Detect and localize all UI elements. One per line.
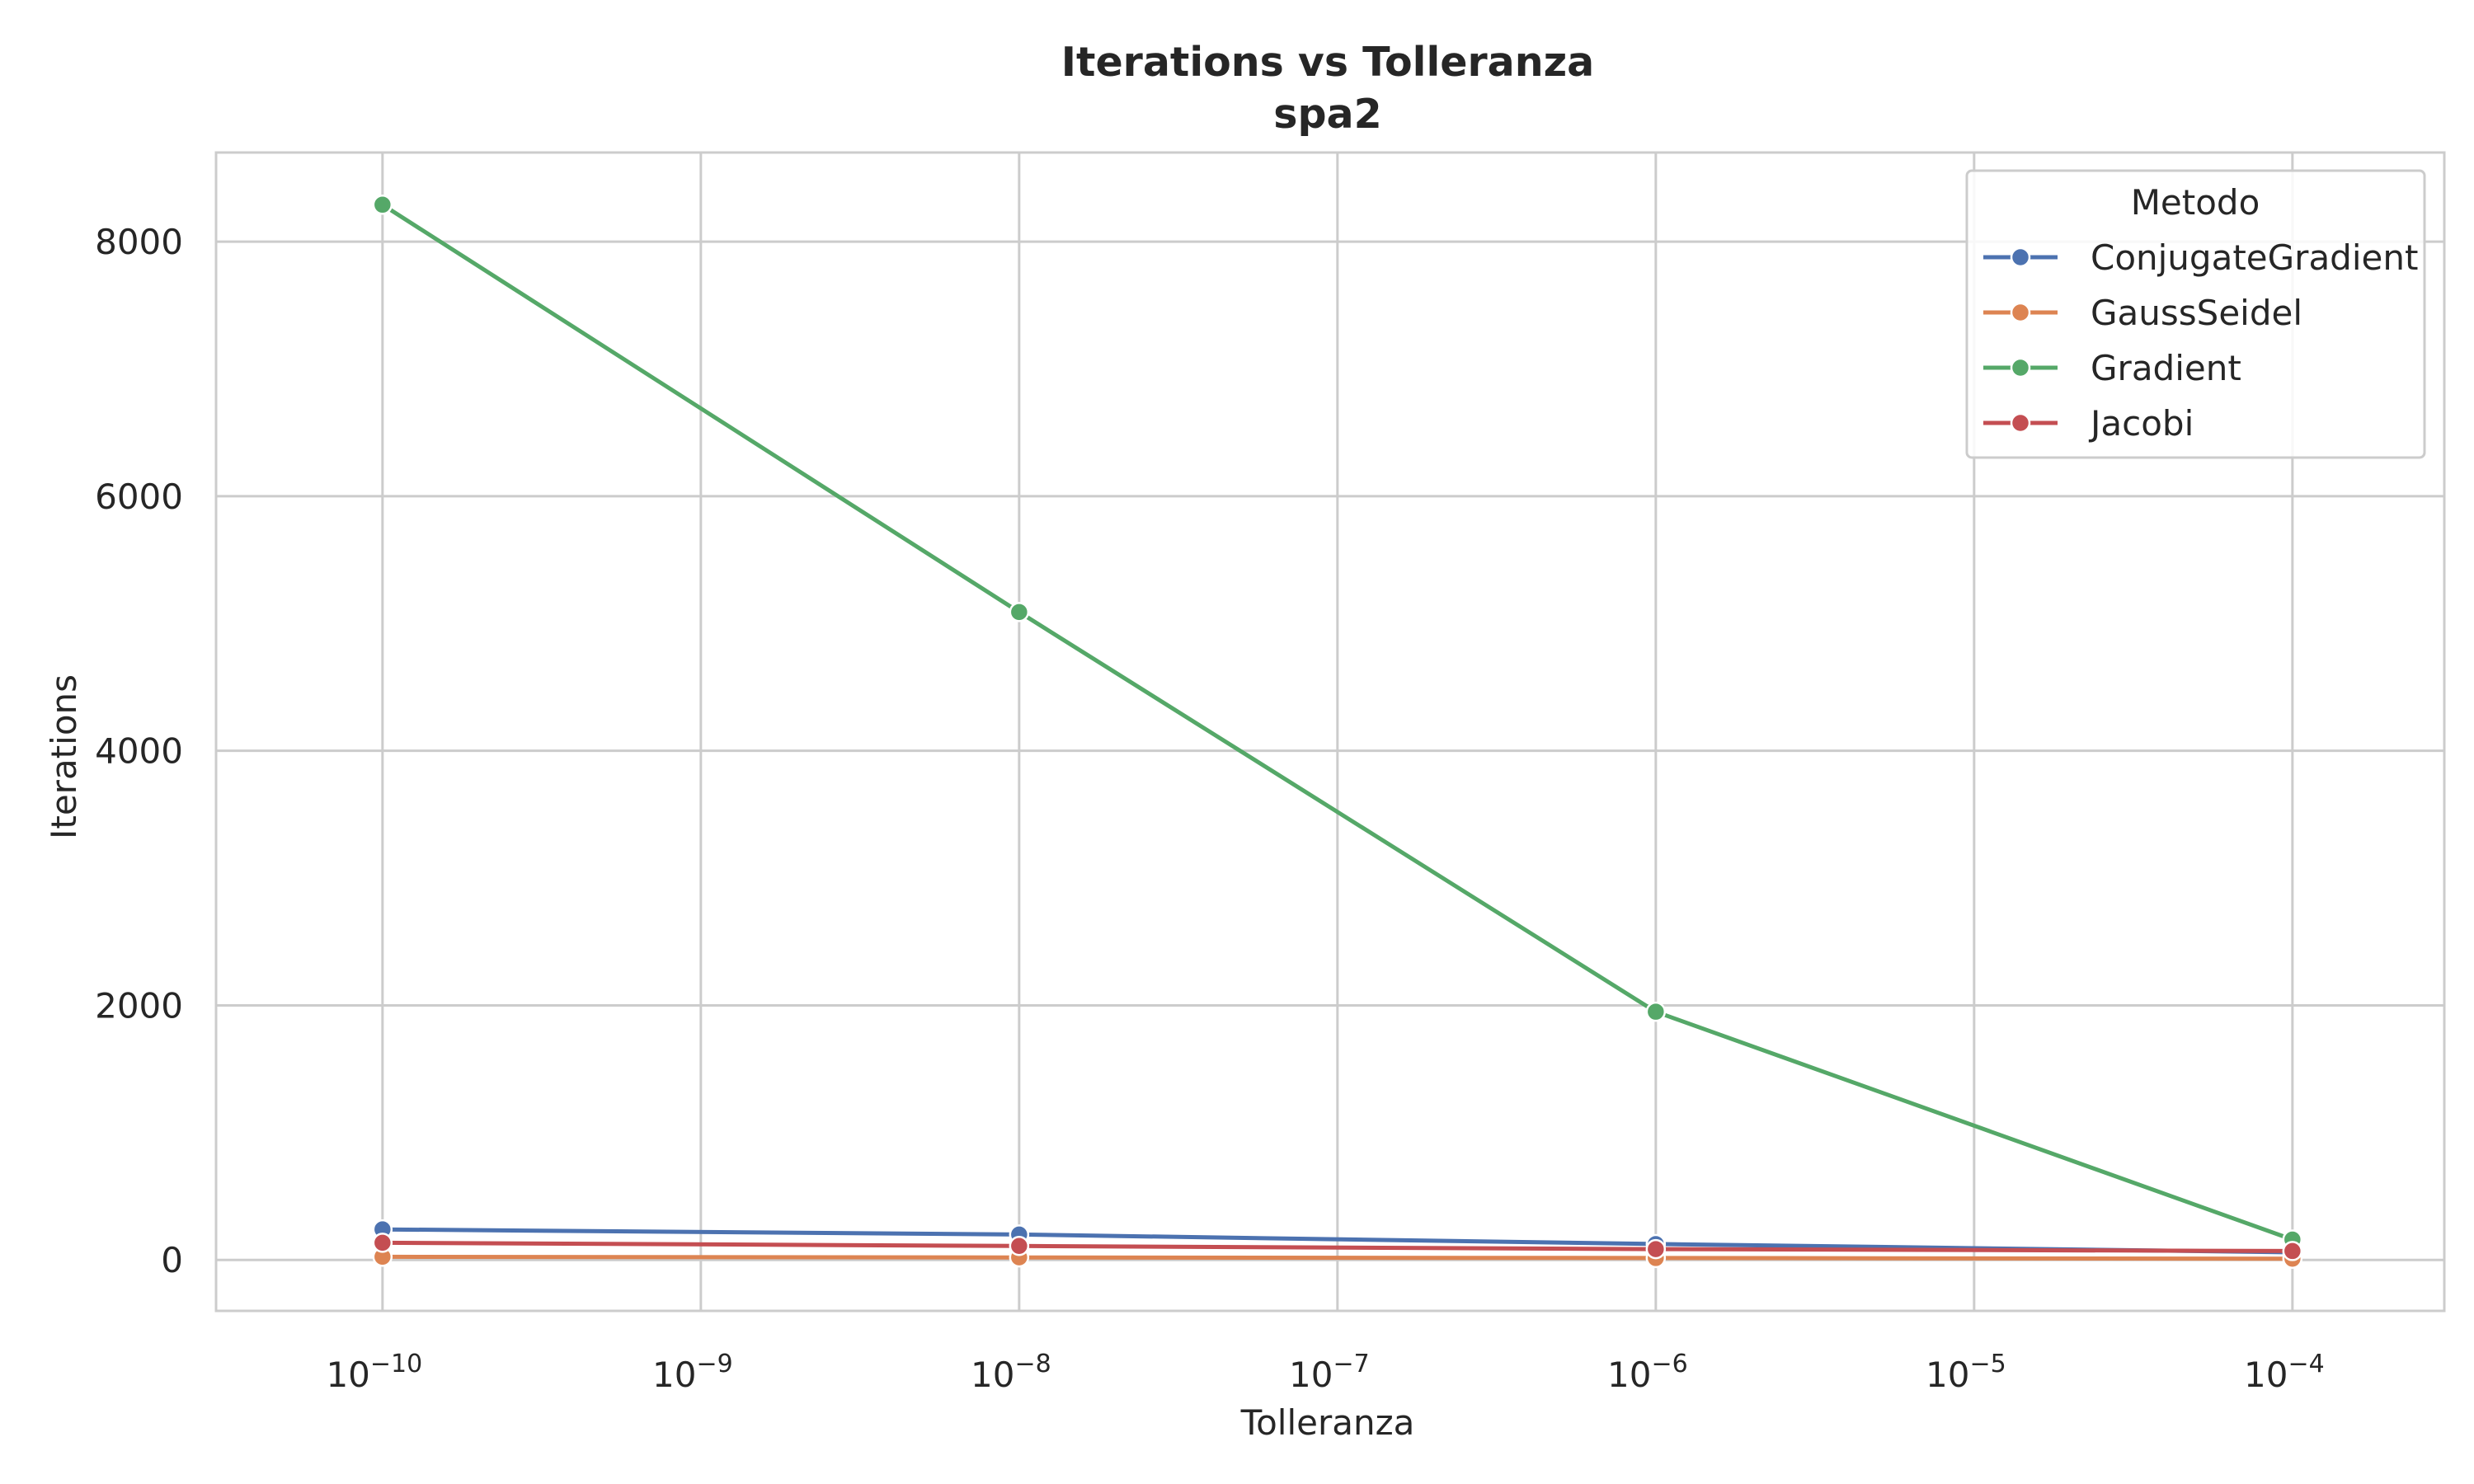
x-tick-base: 10: [1607, 1355, 1651, 1395]
data-point: [1009, 1236, 1030, 1256]
x-tick-base: 10: [1289, 1355, 1333, 1395]
series-line: [381, 203, 2293, 1242]
x-tick-label: 10−8: [971, 1350, 1051, 1395]
x-tick-exponent: −6: [1651, 1350, 1687, 1378]
x-tick-base: 10: [652, 1355, 696, 1395]
x-tick-label: 10−4: [2244, 1350, 2325, 1395]
series-line: [382, 1240, 2293, 1253]
data-point: [1645, 1001, 1667, 1022]
legend-marker: [2010, 302, 2031, 323]
y-tick-label: 2000: [95, 985, 183, 1026]
x-tick-exponent: −4: [2288, 1350, 2324, 1378]
legend-item: ConjugateGradient: [1983, 237, 2418, 278]
x-tick-exponent: −8: [1014, 1350, 1051, 1378]
legend-marker: [2010, 247, 2031, 268]
data-point: [372, 195, 393, 215]
legend-title: Metodo: [2131, 182, 2260, 223]
x-tick-exponent: −7: [1333, 1350, 1369, 1378]
y-tick-label: 6000: [95, 477, 183, 517]
series-line: [382, 1254, 2293, 1261]
legend-item: Jacobi: [1983, 403, 2194, 444]
y-tick-label: 4000: [95, 731, 183, 772]
x-tick-label: 10−5: [1926, 1350, 2006, 1395]
data-point: [2282, 1241, 2303, 1261]
legend-label: ConjugateGradient: [2091, 237, 2418, 278]
y-axis-label: Iterations: [44, 674, 84, 839]
y-tick-label: 8000: [95, 222, 183, 262]
x-tick-exponent: −9: [696, 1350, 732, 1378]
x-tick-label: 10−7: [1289, 1350, 1370, 1395]
legend-marker: [2010, 357, 2031, 378]
x-tick-base: 10: [326, 1355, 369, 1395]
x-tick-label: 10−9: [652, 1350, 733, 1395]
legend-item: Gradient: [1983, 348, 2241, 388]
legend-box: [1965, 169, 2426, 459]
chart-subtitle: spa2: [1273, 91, 1381, 138]
legend-marker: [2010, 412, 2031, 434]
grid: [216, 153, 2444, 1311]
x-tick-exponent: −5: [1969, 1350, 2006, 1378]
y-tick-label: 0: [161, 1240, 183, 1280]
legend-item: GaussSeidel: [1983, 293, 2302, 333]
data-point: [372, 1233, 393, 1253]
legend-label: Jacobi: [2088, 403, 2194, 444]
legend-label: Gradient: [2091, 348, 2241, 388]
y-tick-labels: 0 2000 4000 6000 8000: [95, 222, 183, 1280]
x-axis-label: Tolleranza: [1240, 1402, 1415, 1443]
chart-title: Iterations vs Tolleranza: [1061, 39, 1594, 86]
data-point: [1009, 602, 1030, 622]
x-tick-base: 10: [971, 1355, 1014, 1395]
series-layer: [372, 195, 2303, 1269]
x-tick-base: 10: [1926, 1355, 1969, 1395]
legend: Metodo ConjugateGradient GaussSeidel Gradi…: [1965, 169, 2426, 459]
x-tick-base: 10: [2244, 1355, 2288, 1395]
x-tick-labels: 10−10 10−9 10−8 10−7 10−6 10−5 10−4: [326, 1350, 2324, 1395]
legend-label: GaussSeidel: [2091, 293, 2302, 333]
x-tick-label: 10−10: [326, 1350, 422, 1395]
x-tick-exponent: −10: [370, 1350, 422, 1378]
x-tick-label: 10−6: [1607, 1350, 1688, 1395]
series-Jacobi: [372, 1233, 2303, 1261]
data-point: [1645, 1238, 1667, 1260]
